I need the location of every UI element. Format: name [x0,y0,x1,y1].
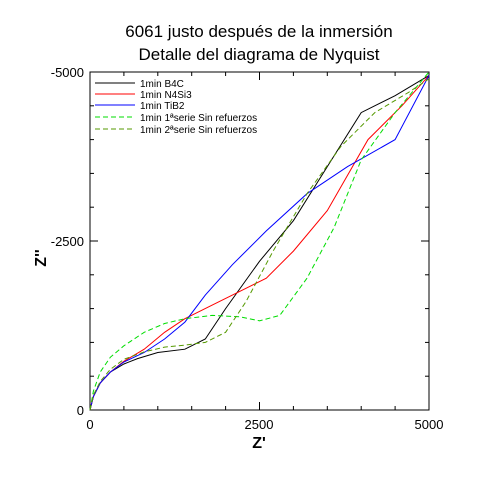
chart-title-line-2: Detalle del diagrama de Nyquist [139,45,380,64]
y-tick-label-2: -5000 [51,65,84,80]
legend: 1min B4C 1min N4Si3 1min TiB2 1min 1ªser… [95,79,257,136]
legend-label-3: 1min 1ªserie Sin refuerzos [140,113,257,124]
series-lines [89,71,430,411]
series-line-4 [89,78,430,411]
legend-label-0: 1min B4C [140,79,184,90]
y-tick-label-1: -2500 [51,234,84,249]
legend-label-4: 1min 2ªserie Sin refuerzos [140,125,257,136]
y-tick-label-0: 0 [77,403,84,418]
x-tick-label-1: 2500 [245,417,274,432]
legend-label-2: 1min TiB2 [140,101,185,112]
series-line-2 [89,75,430,411]
x-axis-label: Z' [252,435,266,452]
legend-label-1: 1min N4Si3 [140,90,192,101]
x-tick-label-2: 5000 [415,417,444,432]
x-tick-label-0: 0 [86,417,93,432]
chart-title-line-1: 6061 justo después de la inmersión [125,22,392,41]
y-axis-label: Z'' [33,249,50,266]
series-line-3 [89,71,430,411]
